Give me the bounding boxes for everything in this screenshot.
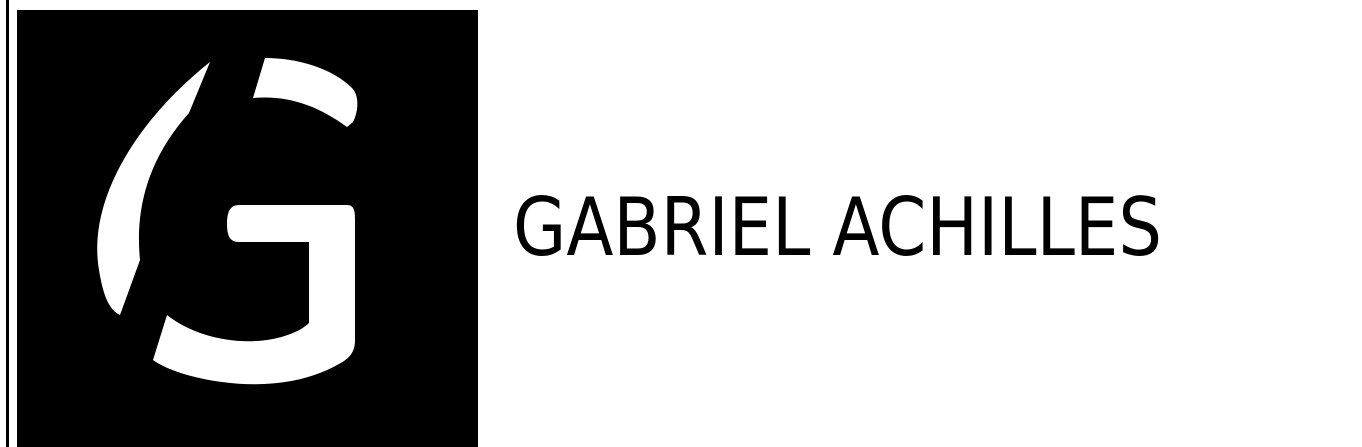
g-arc-top-stroke: [253, 58, 358, 127]
stylized-g-logo-icon: [97, 58, 358, 385]
left-edge-rule: [6, 0, 9, 447]
g-body-stroke: [153, 205, 355, 385]
g-arc-left-stroke: [97, 62, 210, 315]
logo-box: [17, 10, 478, 447]
brand-name: GABRIEL ACHILLES: [513, 181, 1163, 274]
